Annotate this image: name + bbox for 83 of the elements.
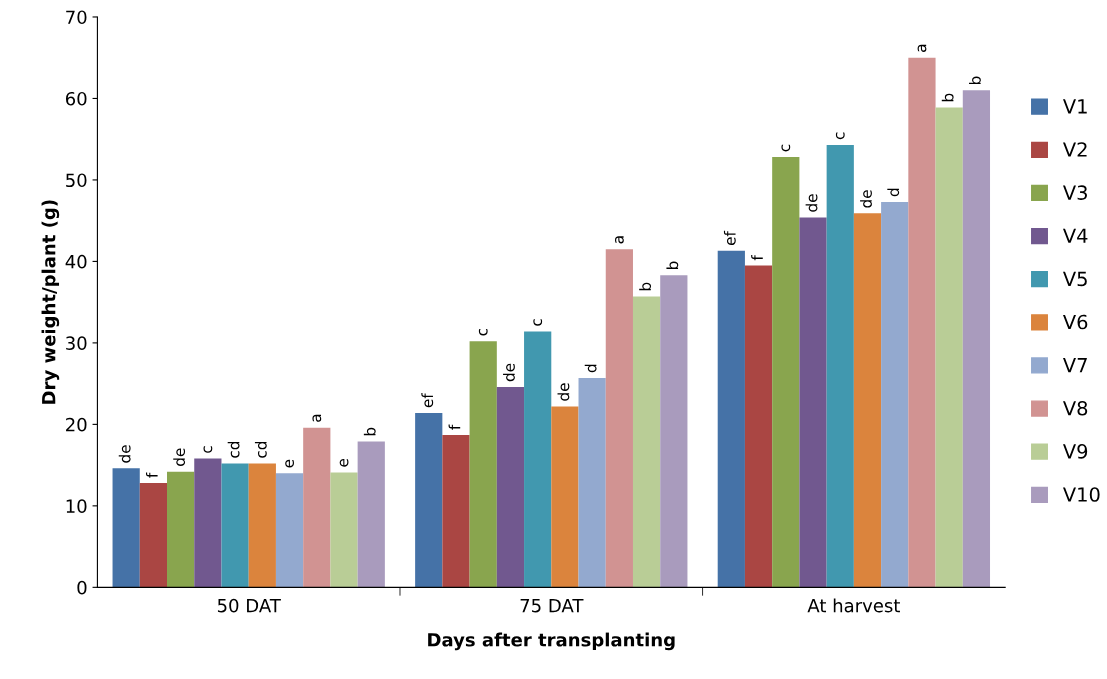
bar xyxy=(799,217,827,588)
data-label: b xyxy=(941,93,954,102)
data-label: b xyxy=(639,282,652,291)
bar xyxy=(357,441,385,588)
bar xyxy=(826,144,854,588)
data-label: f xyxy=(448,424,461,430)
bar xyxy=(632,296,661,588)
data-label: de xyxy=(805,194,818,212)
legend-label: V3 xyxy=(1063,185,1087,200)
bar xyxy=(853,213,882,588)
bar xyxy=(935,107,963,588)
data-label: cd xyxy=(254,441,267,458)
data-label: de xyxy=(503,363,515,382)
bar xyxy=(744,265,773,588)
data-label: c xyxy=(781,144,791,152)
data-label: c xyxy=(203,446,213,453)
legend-label: V4 xyxy=(1063,228,1088,243)
bar xyxy=(167,471,195,588)
y-tick-label: 70 xyxy=(66,10,87,25)
bar xyxy=(139,483,168,588)
bar xyxy=(524,331,552,588)
y-tick-label: 0 xyxy=(77,580,87,595)
data-label: de xyxy=(173,448,186,466)
bar xyxy=(469,341,497,588)
data-label: c xyxy=(478,328,488,336)
data-label: cd xyxy=(227,441,240,458)
data-label: b xyxy=(666,261,679,269)
data-label: d xyxy=(584,364,597,373)
data-label: a xyxy=(917,44,927,52)
legend-label: V8 xyxy=(1063,400,1088,416)
bar xyxy=(303,427,331,588)
bar xyxy=(248,463,276,588)
bar xyxy=(660,275,688,588)
y-tick-label: 10 xyxy=(66,499,87,513)
legend-label: V7 xyxy=(1063,358,1087,373)
bar xyxy=(275,473,304,588)
bar xyxy=(112,468,140,588)
legend-label: V6 xyxy=(1063,314,1088,330)
y-tick-label: 50 xyxy=(66,173,87,188)
data-label: b xyxy=(969,76,981,85)
bar xyxy=(908,57,936,588)
bar xyxy=(881,201,909,588)
data-label: de xyxy=(557,383,570,401)
data-label: e xyxy=(339,458,349,467)
data-label: a xyxy=(312,414,322,422)
data-label: c xyxy=(533,319,543,326)
y-tick-label: 60 xyxy=(65,91,87,106)
bar xyxy=(221,463,249,588)
x-axis-title: Days after transplanting xyxy=(428,632,675,651)
y-tick-label: 20 xyxy=(66,417,87,432)
data-label: c xyxy=(835,132,845,140)
y-tick-label: 30 xyxy=(66,336,87,351)
data-label: ef xyxy=(723,230,736,246)
bar xyxy=(962,90,991,588)
bar xyxy=(442,434,470,588)
y-tick-label: 40 xyxy=(65,254,87,269)
bar xyxy=(194,458,222,588)
bar xyxy=(578,377,606,588)
x-tick-label: 75 DAT xyxy=(520,599,584,613)
x-tick-label: At harvest xyxy=(807,598,900,613)
data-label: de xyxy=(860,190,872,208)
bar xyxy=(551,406,579,588)
data-label: b xyxy=(363,427,376,436)
data-label: d xyxy=(887,188,900,197)
bar xyxy=(496,386,525,588)
bar xyxy=(330,472,358,588)
bar xyxy=(415,412,443,588)
data-label: f xyxy=(751,254,763,261)
legend-label: V9 xyxy=(1063,444,1088,459)
data-label: f xyxy=(146,472,158,478)
legend-label: V1 xyxy=(1063,99,1087,114)
data-label: de xyxy=(118,445,131,463)
x-tick-label: 50 DAT xyxy=(217,598,281,613)
bar xyxy=(605,249,633,588)
data-label: e xyxy=(285,459,294,468)
data-label: a xyxy=(615,236,624,244)
y-axis-title: Dry weight/plant (g) xyxy=(41,200,60,404)
legend-label: V10 xyxy=(1063,487,1100,502)
bar xyxy=(717,250,745,588)
data-label: ef xyxy=(421,393,434,408)
legend-label: V2 xyxy=(1063,142,1087,157)
legend-label: V5 xyxy=(1063,271,1087,287)
bar xyxy=(772,157,800,588)
